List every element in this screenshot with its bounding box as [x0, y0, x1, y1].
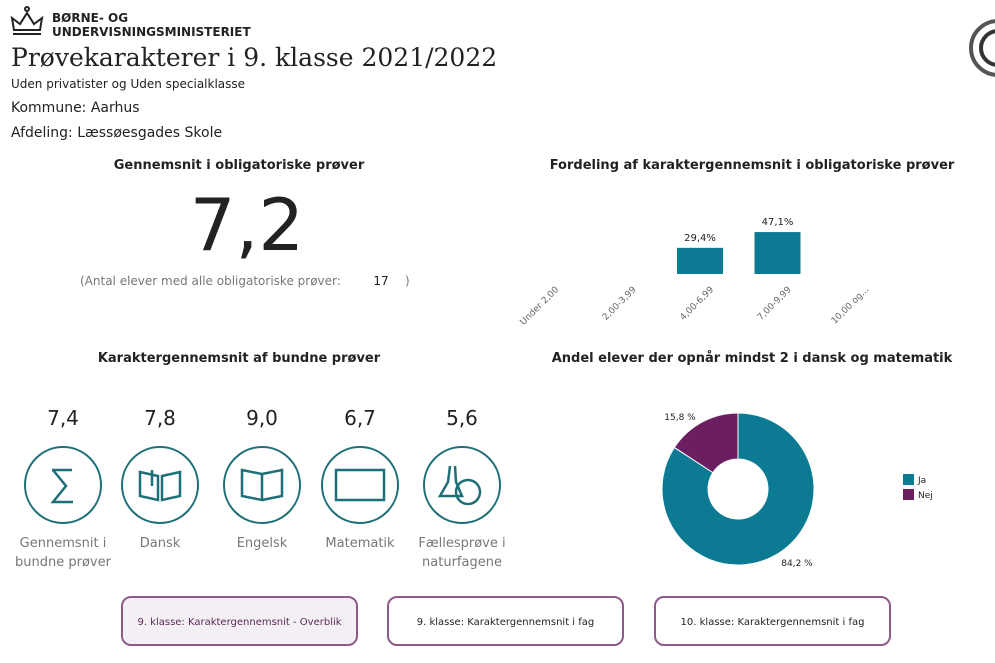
legend-swatch: [903, 489, 914, 500]
kpi-note: (Antal elever med alle obligatoriske prø…: [80, 274, 341, 288]
nav-button-label[interactable]: 9. klasse: Karaktergennemsnit i fag: [417, 617, 595, 628]
subject-label: bundne prøver: [15, 555, 112, 570]
subtitle: Uden privatister og Uden specialklasse: [11, 77, 245, 91]
nav-button[interactable]: [387, 596, 624, 646]
icon-circle: [24, 446, 102, 524]
ministry: BØRNE- OG: [52, 11, 128, 25]
legend-label: Ja: [917, 476, 926, 486]
x-tick-label: 4,00-6,99: [678, 285, 716, 323]
grade-value: 7,4: [47, 406, 79, 430]
subject-label: Gennemsnit i: [20, 536, 107, 551]
x-tick-label: 2,00-3,99: [601, 285, 639, 323]
x-tick-label: 10,00 og...: [830, 285, 871, 326]
data-label: 15,8 %: [664, 413, 696, 423]
grade-value: 9,0: [246, 406, 278, 430]
x-tick-label: Under 2,00: [519, 285, 562, 328]
page-title: Prøvekarakterer i 9. klasse 2021/2022: [11, 43, 497, 72]
subject-icons: [50, 465, 482, 506]
bar: [677, 247, 723, 274]
subject-label: Dansk: [140, 536, 181, 551]
logo: [10, 6, 44, 35]
legend-swatch: [903, 474, 914, 485]
nav-button[interactable]: [121, 596, 358, 646]
filter: Kommune: Aarhus: [11, 100, 140, 116]
donut-slice: [673, 412, 739, 474]
subject-label: Matematik: [325, 536, 395, 551]
chart-title: Fordeling af karaktergennemsnit i obliga…: [550, 158, 955, 173]
nav-button-label[interactable]: 9. klasse: Karaktergennemsnit - Overblik: [137, 617, 341, 628]
subject-label: Engelsk: [237, 536, 288, 551]
corner-icon: [969, 19, 995, 77]
data-label: 84,2 %: [781, 559, 813, 569]
nav-button-label[interactable]: 10. klasse: Karaktergennemsnit i fag: [681, 617, 865, 628]
chart-title: Andel elever der opnår mindst 2 i dansk …: [552, 351, 953, 366]
subject-label: Fællesprøve i: [418, 536, 505, 551]
kpi-note: ): [405, 274, 410, 288]
subject-label: naturfagene: [422, 555, 502, 570]
kpi-value: 7,2: [190, 183, 305, 267]
data-label: 47,1%: [762, 217, 794, 228]
filter: Afdeling: Læssøesgades Skole: [11, 125, 222, 141]
donut-slice: [661, 412, 815, 566]
nav-button[interactable]: [654, 596, 891, 646]
icon-circle: [321, 446, 399, 524]
icon-circle: [223, 446, 301, 524]
kpi-count: 17: [373, 274, 388, 288]
legend-label: Nej: [918, 491, 933, 501]
grade-value: 5,6: [446, 406, 478, 430]
x-tick-label: 7,00-9,99: [756, 285, 794, 323]
grade-value: 6,7: [344, 406, 376, 430]
section-title: Gennemsnit i obligatoriske prøver: [114, 158, 365, 173]
grade-value: 7,8: [144, 406, 176, 430]
section-title: Karaktergennemsnit af bundne prøver: [98, 351, 381, 366]
ministry: UNDERVISNINGSMINISTERIET: [52, 25, 251, 39]
icon-circle: [423, 446, 501, 524]
icon-circle: [121, 446, 199, 524]
bar: [754, 232, 801, 274]
data-label: 29,4%: [684, 233, 716, 244]
